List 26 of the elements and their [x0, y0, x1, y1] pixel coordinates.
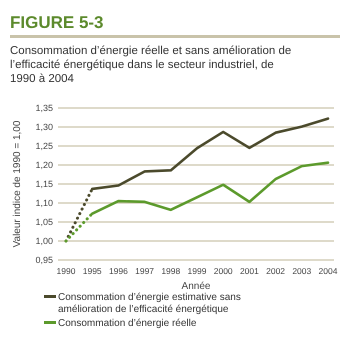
- y-tick-label: 1,20: [35, 160, 53, 170]
- x-tick-label: 2002: [266, 266, 286, 276]
- x-tick-label: 2004: [318, 266, 338, 276]
- legend-label: Consommation d’énergie réelle: [58, 318, 197, 329]
- chart-title: FIGURE 5-3: [10, 13, 104, 32]
- y-tick-label: 1,25: [35, 141, 53, 152]
- y-tick-label: 0,95: [35, 255, 53, 266]
- x-tick-label: 1998: [161, 266, 181, 276]
- x-tick-label: 2003: [292, 266, 312, 276]
- y-axis-title: Valeur indice de 1990 = 1,00: [12, 120, 23, 248]
- x-tick-label: 2000: [214, 266, 233, 276]
- y-tick-label: 1,30: [35, 122, 53, 132]
- x-axis-title: Année: [182, 281, 211, 292]
- chart-subtitle: Consommation d’énergie réelle et sans amélioration de l’efficacité énergétique dans le secteur industriel, de 1990 à 2004: [10, 45, 292, 85]
- y-tick-label: 1,35: [35, 103, 53, 114]
- y-tick-label: 1,05: [35, 217, 53, 228]
- x-tick-label: 1996: [108, 266, 128, 276]
- x-tick-label: 1990: [56, 266, 76, 276]
- x-tick-label: 1999: [188, 266, 207, 276]
- x-tick-label: 2001: [240, 266, 260, 276]
- y-tick-label: 1,15: [35, 179, 53, 190]
- legend-label: Consommation d’énergie estimative sans amélioration de l’efficacité énergétique: [58, 292, 241, 315]
- x-tick-label: 1997: [135, 266, 154, 276]
- y-tick-label: 1,10: [35, 198, 53, 208]
- x-tick-label: 1995: [82, 266, 102, 276]
- y-tick-label: 1,00: [35, 236, 53, 246]
